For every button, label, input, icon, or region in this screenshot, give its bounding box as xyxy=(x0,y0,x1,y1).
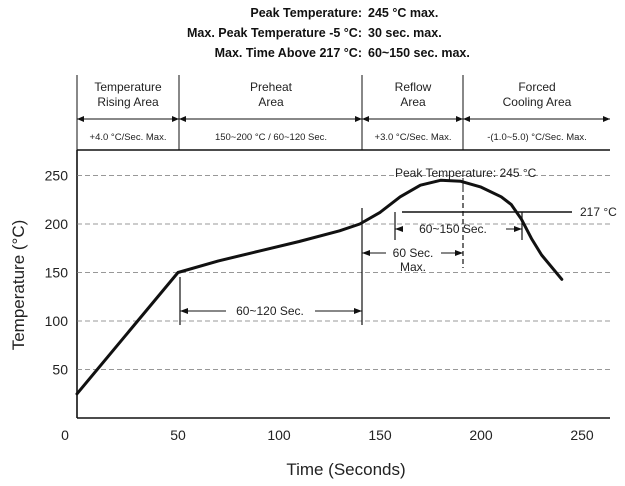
y-tick-label: 50 xyxy=(52,362,68,378)
zone-4-rate: -(1.0~5.0) °C/Sec. Max. xyxy=(487,132,587,143)
zone-1-rate: +4.0 °C/Sec. Max. xyxy=(90,132,167,143)
y-tick-labels: 50 100 150 200 250 xyxy=(45,168,69,378)
temperature-profile-line xyxy=(75,178,564,396)
peak-temperature-label: Peak Temperature: 245 °C xyxy=(395,166,537,180)
y-tick-label: 200 xyxy=(45,216,69,232)
zone-3-rate: +3.0 °C/Sec. Max. xyxy=(375,132,452,143)
annotations xyxy=(179,178,572,325)
spec-label-peak: Peak Temperature: xyxy=(250,6,362,20)
zone-header xyxy=(76,75,610,151)
zone-3-title-2: Area xyxy=(400,95,426,109)
spec-value-time-above: 60~150 sec. max. xyxy=(368,46,470,60)
label-60-sec: 60 Sec. xyxy=(393,246,434,260)
y-tick-label: 250 xyxy=(45,168,69,184)
x-tick-label: 0 xyxy=(61,427,69,443)
x-tick-labels: 0 50 100 150 200 250 xyxy=(61,427,594,443)
zone-3-title-1: Reflow xyxy=(395,80,432,94)
label-max: Max. xyxy=(400,260,426,274)
spec-value-peak: 245 °C max. xyxy=(368,6,438,20)
grid xyxy=(77,175,610,370)
zone-1-title-1: Temperature xyxy=(94,80,162,94)
x-axis-title: Time (Seconds) xyxy=(286,460,405,479)
series-group xyxy=(75,178,564,396)
spec-label-time-above: Max. Time Above 217 °C: xyxy=(215,46,362,60)
y-tick-label: 150 xyxy=(45,265,69,281)
zone-labels: Temperature Rising Area +4.0 °C/Sec. Max… xyxy=(90,80,587,143)
x-tick-label: 150 xyxy=(368,427,392,443)
zone-2-rate: 150~200 °C / 60~120 Sec. xyxy=(215,132,327,143)
x-tick-label: 200 xyxy=(469,427,493,443)
y-tick-label: 100 xyxy=(45,313,69,329)
label-60-120-sec: 60~120 Sec. xyxy=(236,304,304,318)
spec-label-max-peak: Max. Peak Temperature -5 °C: xyxy=(187,26,362,40)
zone-4-title-1: Forced xyxy=(518,80,555,94)
label-217: 217 °C xyxy=(580,205,617,219)
zone-2-title-2: Area xyxy=(258,95,284,109)
zone-2-title-1: Preheat xyxy=(250,80,293,94)
y-axis-title: Temperature (°C) xyxy=(9,220,28,351)
x-tick-label: 250 xyxy=(570,427,594,443)
spec-header: Peak Temperature: 245 °C max. Max. Peak … xyxy=(187,6,470,60)
zone-arrowheads xyxy=(77,116,610,122)
x-tick-label: 100 xyxy=(267,427,291,443)
spec-value-max-peak: 30 sec. max. xyxy=(368,26,442,40)
label-60-150-sec: 60~150 Sec. xyxy=(419,222,487,236)
zone-4-title-2: Cooling Area xyxy=(503,95,572,109)
dimension-arrowheads xyxy=(180,226,522,314)
x-tick-label: 50 xyxy=(170,427,186,443)
annotation-labels: Peak Temperature: 245 °C 217 °C 60~150 S… xyxy=(236,166,617,318)
zone-1-title-2: Rising Area xyxy=(97,95,159,109)
